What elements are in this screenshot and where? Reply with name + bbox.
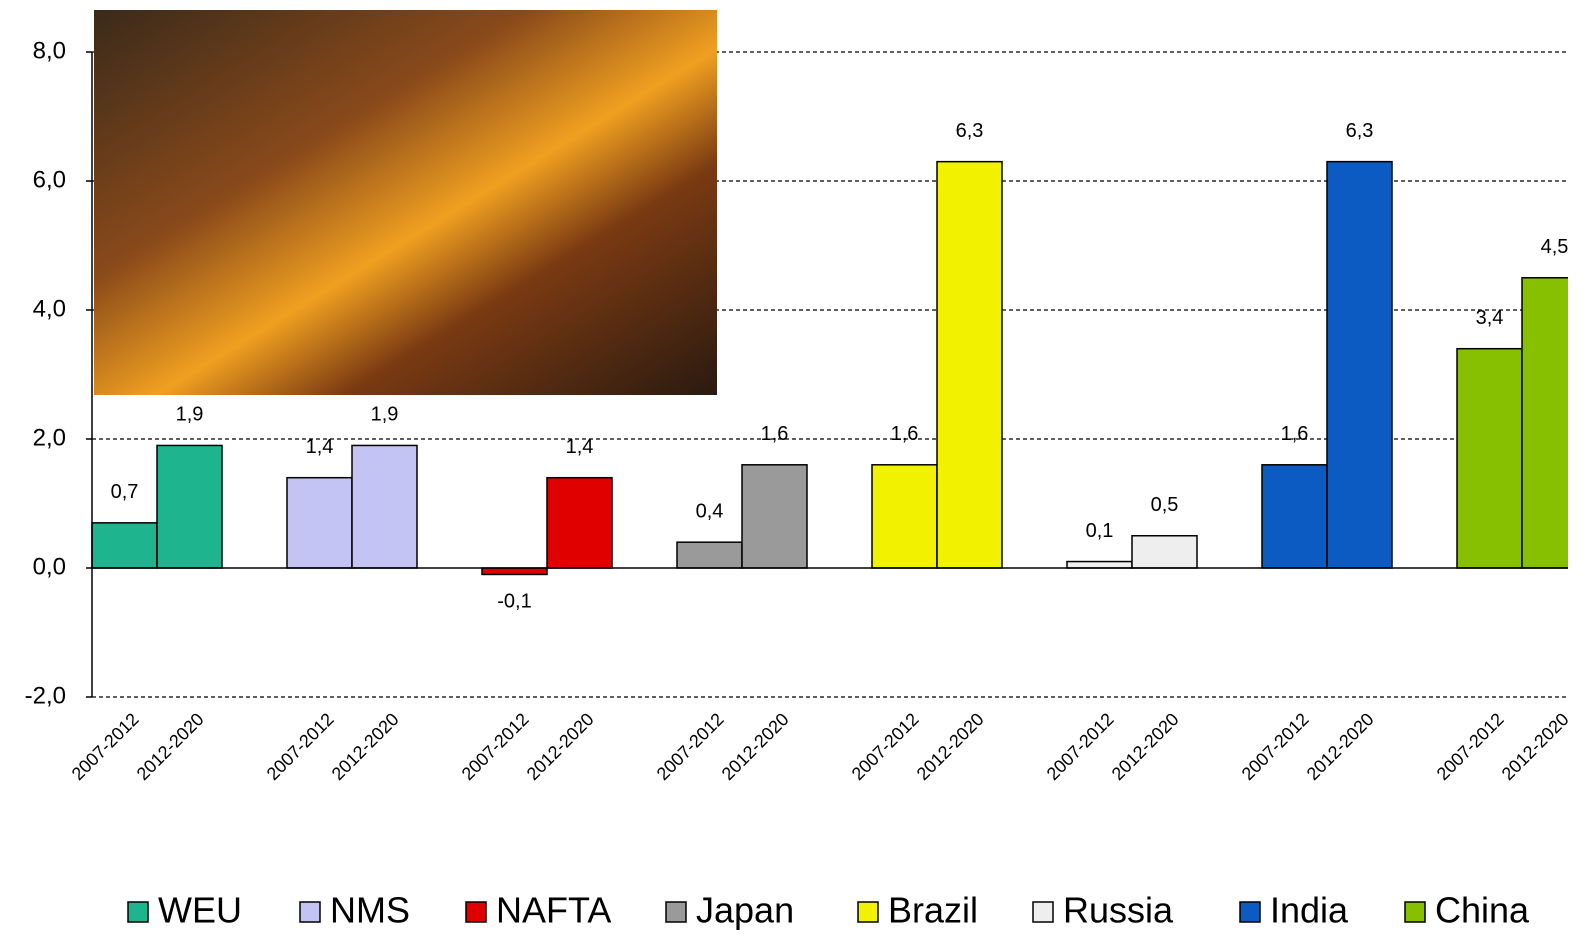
y-tick-label: 4,0 <box>33 295 66 322</box>
legend-swatch <box>857 901 879 923</box>
bar <box>286 476 353 569</box>
bar <box>91 522 158 569</box>
data-label: 1,6 <box>761 423 789 445</box>
legend-swatch <box>465 901 487 923</box>
data-label: 4,5 <box>1541 236 1569 258</box>
y-tick-label: 6,0 <box>33 166 66 193</box>
legend-swatch <box>1239 901 1261 923</box>
plot-area: 0,7 2007-2012 1,9 2012-2020 1,4 2007-2012 1,9 2… <box>68 51 1573 784</box>
legend: WEU NMS NAFTA Japan Brazil Russia India China <box>127 890 1530 931</box>
bar <box>871 464 938 569</box>
bar <box>1261 464 1328 569</box>
bar <box>156 444 223 569</box>
bar <box>1131 535 1198 569</box>
data-label: 1,9 <box>371 404 399 426</box>
data-label: 0,7 <box>111 481 139 503</box>
legend-label: NMS <box>330 890 410 931</box>
legend-label: China <box>1435 890 1530 931</box>
legend-swatch <box>299 901 321 923</box>
bar <box>351 444 418 569</box>
x-tick-label: 2012-2020 <box>913 709 988 784</box>
data-label: 1,6 <box>891 423 919 445</box>
x-tick-label: 2012-2020 <box>718 709 793 784</box>
x-tick-label: 2012-2020 <box>1108 709 1183 784</box>
legend-label: Japan <box>696 890 794 931</box>
data-label: 0,5 <box>1151 494 1179 516</box>
x-tick-label: 2007-2012 <box>458 709 533 784</box>
x-tick-label: 2012-2020 <box>328 709 403 784</box>
x-tick-label: 2012-2020 <box>523 709 598 784</box>
x-tick-label: 2007-2012 <box>68 709 143 784</box>
data-label: 1,4 <box>566 436 594 458</box>
legend-swatch <box>127 901 149 923</box>
data-label: 1,4 <box>306 436 334 458</box>
bar <box>546 476 613 569</box>
data-label: 3,4 <box>1476 307 1504 329</box>
y-tick-label: 0,0 <box>33 553 66 580</box>
x-tick-label: 2007-2012 <box>848 709 923 784</box>
bar <box>741 464 808 569</box>
data-label: -0,1 <box>497 591 531 613</box>
bar <box>1521 277 1568 569</box>
legend-label: NAFTA <box>496 890 611 931</box>
legend-swatch <box>1404 901 1426 923</box>
bar <box>1456 347 1523 569</box>
x-tick-label: 2007-2012 <box>1043 709 1118 784</box>
x-tick-label: 2007-2012 <box>653 709 728 784</box>
data-label: 6,3 <box>956 120 984 142</box>
data-label: 1,9 <box>176 404 204 426</box>
y-tick-label: 2,0 <box>33 424 66 451</box>
legend-label: India <box>1270 890 1349 931</box>
y-tick-label: -2,0 <box>25 682 66 709</box>
data-label: 6,3 <box>1346 120 1374 142</box>
bar <box>1066 560 1133 569</box>
data-label: 0,4 <box>696 500 724 522</box>
data-label: 1,6 <box>1281 423 1309 445</box>
x-tick-label: 2012-2020 <box>1303 709 1378 784</box>
x-tick-label: 2007-2012 <box>1433 709 1508 784</box>
x-tick-label: 2012-2020 <box>133 709 208 784</box>
photo <box>94 10 717 395</box>
legend-label: WEU <box>158 890 242 931</box>
bar <box>1326 160 1393 569</box>
x-tick-label: 2007-2012 <box>263 709 338 784</box>
data-label: 0,1 <box>1086 520 1114 542</box>
legend-label: Russia <box>1063 890 1174 931</box>
bar <box>481 567 548 576</box>
legend-swatch <box>665 901 687 923</box>
legend-label: Brazil <box>888 890 978 931</box>
x-tick-label: 2012-2020 <box>1498 709 1573 784</box>
legend-swatch <box>1032 901 1054 923</box>
x-tick-label: 2007-2012 <box>1238 709 1313 784</box>
bar <box>676 541 743 569</box>
bar <box>936 160 1003 569</box>
y-tick-label: 8,0 <box>33 37 66 64</box>
